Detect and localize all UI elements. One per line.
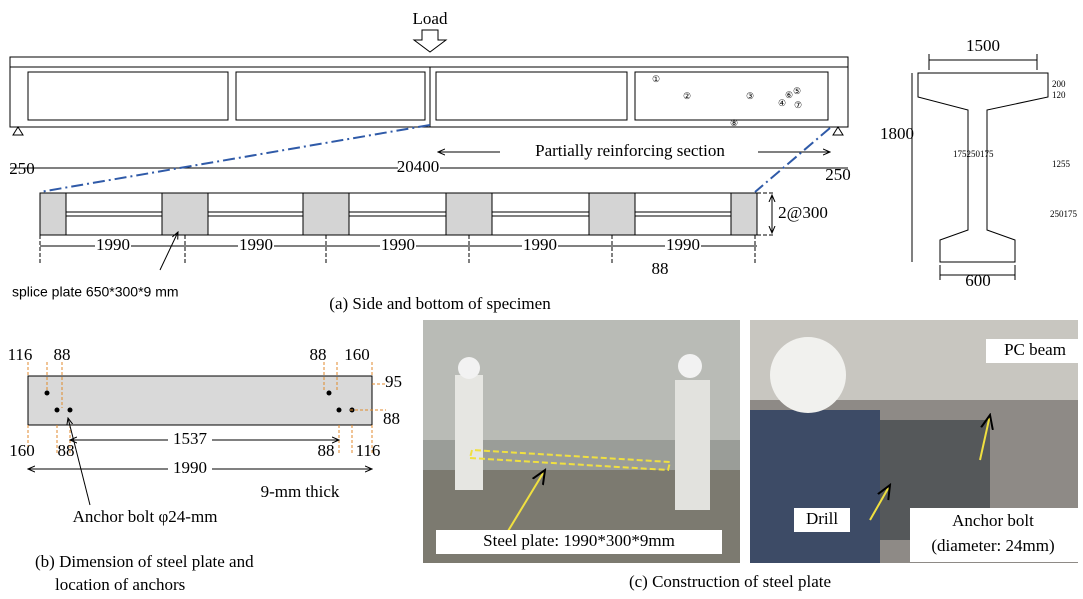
dim: 88 <box>310 345 327 364</box>
caption: (b) Dimension of steel plate and <box>35 552 254 571</box>
segment: 1990 <box>666 235 700 254</box>
segment: 1990 <box>96 235 130 254</box>
marker: ① <box>652 74 660 84</box>
splice-label: splice plate 650*300*9 mm <box>12 284 179 300</box>
anchor-label: Anchor bolt φ24-mm <box>73 507 218 526</box>
dim: 160 <box>9 441 35 460</box>
dim: 250 <box>9 159 35 178</box>
dim: 120 <box>1052 90 1066 100</box>
marker: ⑦ <box>794 100 802 110</box>
photo-carry <box>423 320 740 563</box>
section-label: Partially reinforcing section <box>535 141 725 160</box>
load-label: Load <box>413 9 448 28</box>
dim: 1500 <box>966 36 1000 55</box>
dim: 1990 <box>173 458 207 477</box>
dim: 88 <box>383 409 400 428</box>
beam-elevation <box>10 30 848 135</box>
thickness: 9-mm thick <box>261 482 340 501</box>
caption: (a) Side and bottom of specimen <box>329 294 551 313</box>
dim: 88 <box>318 441 335 460</box>
dim: 160 <box>344 345 370 364</box>
dim: 175250175 <box>953 149 994 159</box>
photo-label: PC beam <box>1004 340 1066 359</box>
marker: ⑧ <box>730 118 738 128</box>
caption: (c) Construction of steel plate <box>629 572 831 591</box>
dim: 88 <box>58 441 75 460</box>
photo-label: Anchor bolt <box>952 511 1034 530</box>
segment: 1990 <box>523 235 557 254</box>
dim: 20400 <box>397 157 440 176</box>
segment: 1990 <box>239 235 273 254</box>
dim: 250 <box>825 165 851 184</box>
dim: 88 <box>54 345 71 364</box>
segment: 1990 <box>381 235 415 254</box>
marker: ② <box>683 91 691 101</box>
figure: Load ① ② ③ ④ ⑤ ⑥ ⑦ ⑧ 250 20400 Partially… <box>0 0 1083 599</box>
spacing: 2@300 <box>778 203 828 222</box>
dim: 1800 <box>880 124 914 143</box>
marker: ③ <box>746 91 754 101</box>
caption: location of anchors <box>55 575 185 594</box>
dim: 88 <box>652 259 669 278</box>
marker: ⑥ <box>785 90 793 100</box>
dim: 250175 <box>1050 209 1078 219</box>
photo-label: (diameter: 24mm) <box>931 536 1054 555</box>
dim: 116 <box>8 345 33 364</box>
photo-label: Steel plate: 1990*300*9mm <box>483 531 675 550</box>
dim: 95 <box>385 372 402 391</box>
dim: 200 <box>1052 79 1066 89</box>
dim: 116 <box>356 441 381 460</box>
dim: 1255 <box>1052 159 1071 169</box>
cross-section <box>912 54 1048 280</box>
dim: 1537 <box>173 429 208 448</box>
marker: ⑤ <box>793 86 801 96</box>
dim: 600 <box>965 271 991 290</box>
photo-label: Drill <box>806 509 838 528</box>
